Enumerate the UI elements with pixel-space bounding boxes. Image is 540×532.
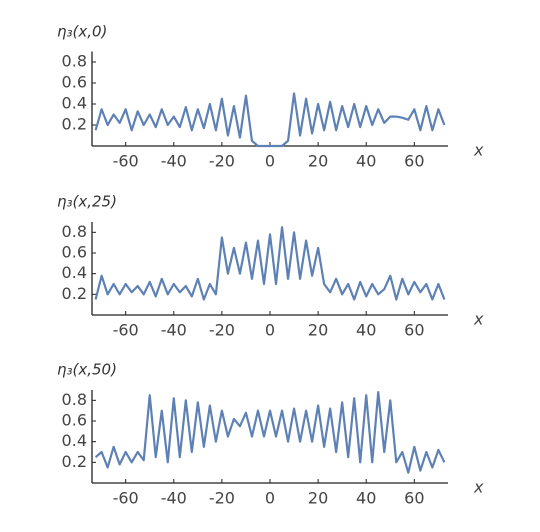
x-tick-label: -20 [209, 489, 235, 508]
x-tick-label: -40 [161, 321, 187, 340]
y-tick-label: 0.2 [62, 115, 87, 134]
data-line [94, 390, 446, 474]
y-tick-label: 0.6 [62, 243, 87, 262]
x-tick-label: -60 [113, 321, 139, 340]
x-tick-label: 20 [308, 489, 328, 508]
chart-title: η₃(x,25) [57, 193, 117, 211]
y-tick-label: 0.6 [62, 73, 87, 92]
y-tick-label: 0.4 [62, 431, 87, 450]
data-line [94, 92, 446, 148]
x-tick-label: 60 [404, 152, 424, 171]
x-tick-label: -20 [209, 152, 235, 171]
x-tick-label: 40 [356, 489, 376, 508]
x-tick-label: -60 [113, 152, 139, 171]
x-tick-label: -40 [161, 489, 187, 508]
x-tick-label: 60 [404, 321, 424, 340]
x-tick-label: 20 [308, 152, 328, 171]
x-tick-label: 40 [356, 321, 376, 340]
chart-title: η₃(x,50) [57, 361, 117, 379]
y-tick-label: 0.4 [62, 94, 87, 113]
x-tick-label: 20 [308, 321, 328, 340]
x-tick-label: 0 [265, 321, 275, 340]
x-axis-label: x [473, 310, 484, 329]
x-tick-label: -60 [113, 489, 139, 508]
y-tick-label: 0.2 [62, 284, 87, 303]
x-tick-label: -20 [209, 321, 235, 340]
y-tick-label: 0.8 [62, 390, 87, 409]
chart-title: η₃(x,0) [57, 23, 107, 41]
x-axis-label: x [473, 478, 484, 497]
x-tick-label: 40 [356, 152, 376, 171]
y-tick-label: 0.6 [62, 411, 87, 430]
y-tick-label: 0.8 [62, 52, 87, 71]
x-axis-label: x [473, 141, 484, 160]
y-tick-label: 0.8 [62, 222, 87, 241]
x-tick-label: 0 [265, 152, 275, 171]
y-tick-label: 0.4 [62, 263, 87, 282]
data-line [94, 226, 446, 301]
x-tick-label: 60 [404, 489, 424, 508]
x-tick-label: 0 [265, 489, 275, 508]
y-tick-label: 0.2 [62, 452, 87, 471]
x-tick-label: -40 [161, 152, 187, 171]
